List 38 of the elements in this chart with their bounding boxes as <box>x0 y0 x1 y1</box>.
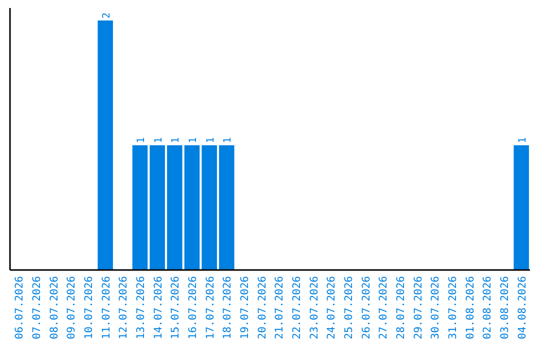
x-tick-label: 21.07.2026 <box>274 276 286 340</box>
x-tick-label: 14.07.2026 <box>152 276 164 340</box>
x-tick-label: 11.07.2026 <box>100 276 112 340</box>
x-tick-label: 24.07.2026 <box>326 276 338 340</box>
data-label: 1 <box>136 137 147 144</box>
x-tick-label: 04.08.2026 <box>516 276 528 340</box>
x-tick-label: 06.07.2026 <box>14 276 26 340</box>
x-tick-label: 26.07.2026 <box>360 276 372 340</box>
data-label: 1 <box>517 137 528 144</box>
x-tick-label: 18.07.2026 <box>222 276 234 340</box>
data-label: 2 <box>101 12 112 18</box>
x-tick-label: 28.07.2026 <box>395 276 407 340</box>
x-tick-label: 29.07.2026 <box>412 276 424 340</box>
x-tick-label: 02.08.2026 <box>482 276 494 340</box>
x-tick-label: 07.07.2026 <box>31 276 43 340</box>
x-tick-label: 23.07.2026 <box>308 276 320 340</box>
x-tick-label: 30.07.2026 <box>430 276 442 340</box>
data-label: 1 <box>153 137 164 144</box>
x-tick-label: 31.07.2026 <box>447 276 459 340</box>
data-label: 1 <box>222 137 234 144</box>
x-tick-label: 22.07.2026 <box>291 276 303 340</box>
x-tick-label: 01.08.2026 <box>464 276 476 340</box>
x-tick-label: 03.08.2026 <box>499 276 511 340</box>
data-label: 1 <box>170 137 182 144</box>
x-tick-label: 17.07.2026 <box>204 276 216 340</box>
x-tick-label: 09.07.2026 <box>66 276 78 340</box>
data-label: 1 <box>205 137 216 144</box>
x-tick-label: 12.07.2026 <box>118 276 130 340</box>
x-tick-label: 27.07.2026 <box>378 276 390 340</box>
x-tick-label: 13.07.2026 <box>135 276 147 340</box>
x-tick-label: 19.07.2026 <box>239 276 251 340</box>
data-label: 1 <box>188 137 199 144</box>
x-tick-label: 10.07.2026 <box>83 276 95 340</box>
x-tick-label: 16.07.2026 <box>187 276 199 340</box>
x-tick-label: 20.07.2026 <box>256 276 268 340</box>
x-tick-label: 08.07.2026 <box>48 276 60 340</box>
x-tick-label: 25.07.2026 <box>343 276 355 340</box>
x-tick-label: 15.07.2026 <box>170 276 182 340</box>
